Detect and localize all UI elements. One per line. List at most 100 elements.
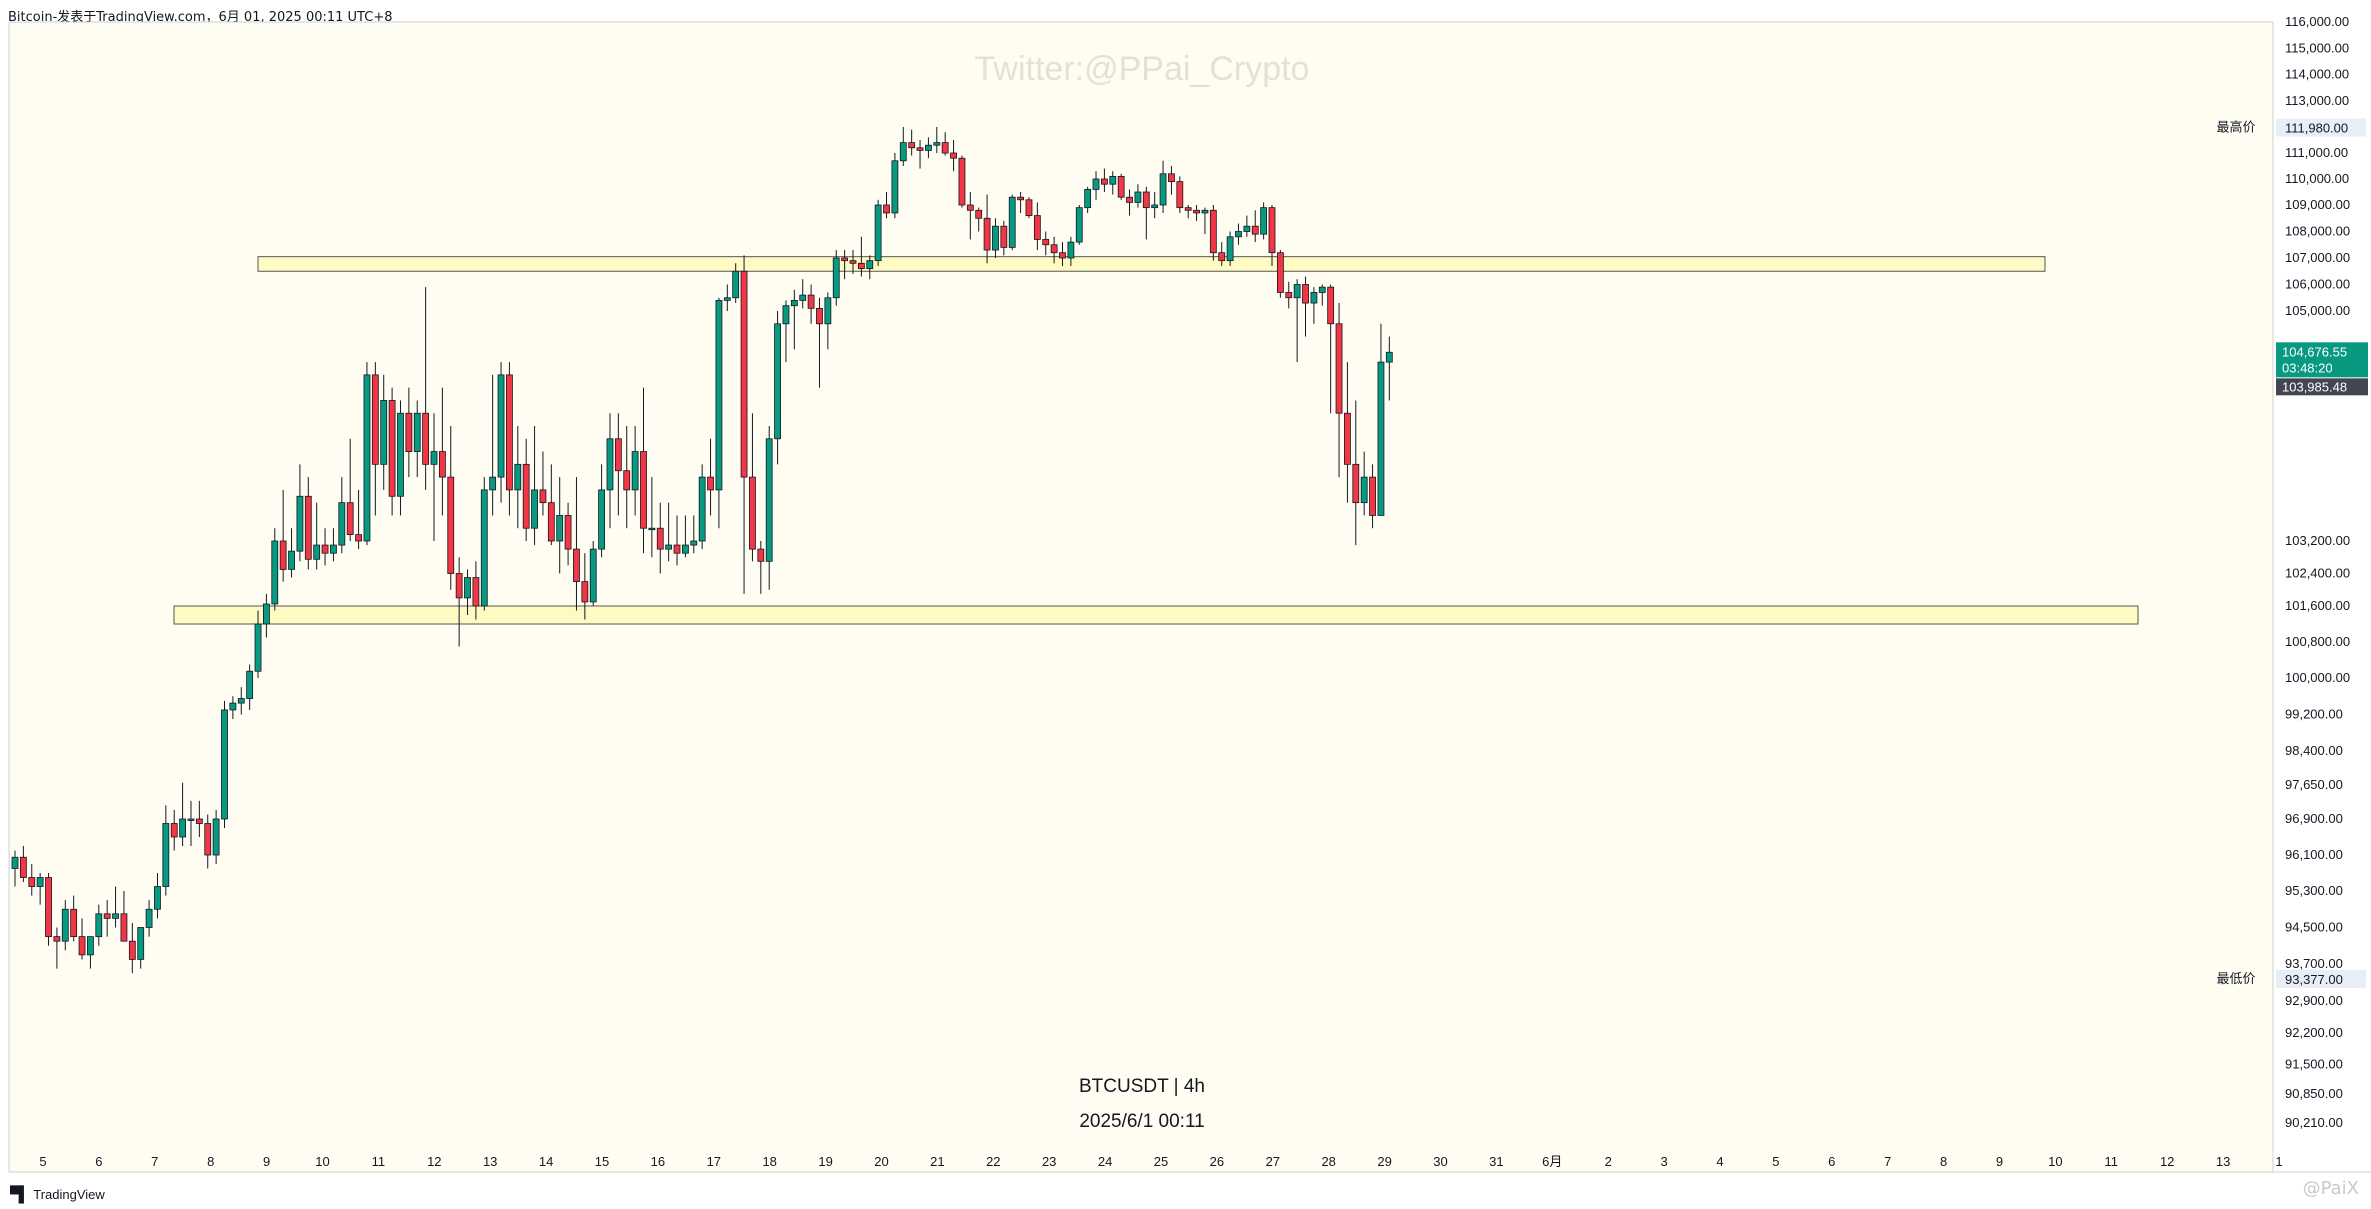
candle[interactable] [598, 464, 605, 558]
candle[interactable] [1059, 242, 1066, 266]
candle[interactable] [950, 140, 957, 172]
candle[interactable] [371, 362, 379, 516]
candle[interactable] [841, 250, 849, 280]
candle[interactable] [229, 696, 237, 720]
candle[interactable] [723, 284, 731, 312]
candle[interactable] [53, 927, 61, 969]
candle[interactable] [589, 541, 597, 606]
candle[interactable] [45, 873, 52, 946]
candle[interactable] [564, 502, 572, 566]
candle[interactable] [70, 895, 78, 942]
candle[interactable] [1017, 192, 1024, 213]
candle[interactable] [262, 593, 270, 638]
candle[interactable] [1243, 215, 1251, 237]
candle[interactable] [1008, 194, 1016, 251]
candle[interactable] [112, 886, 119, 928]
candle[interactable] [665, 502, 673, 562]
candle[interactable] [1327, 284, 1335, 414]
candle[interactable] [145, 900, 153, 937]
candle[interactable] [1184, 205, 1192, 219]
candle[interactable] [673, 515, 681, 566]
candle[interactable] [279, 489, 287, 582]
candle[interactable] [363, 362, 371, 546]
candle[interactable] [606, 413, 614, 529]
candle[interactable] [413, 400, 421, 478]
candle[interactable] [740, 255, 748, 594]
candle[interactable] [1050, 236, 1058, 264]
candle[interactable] [36, 873, 44, 905]
candle[interactable] [1168, 166, 1175, 195]
candle[interactable] [187, 800, 195, 846]
candle[interactable] [1084, 186, 1092, 213]
candle[interactable] [430, 413, 438, 541]
candle[interactable] [547, 464, 555, 546]
candle[interactable] [1218, 242, 1226, 266]
candle[interactable] [849, 250, 857, 274]
candle[interactable] [749, 413, 756, 562]
tradingview-footer[interactable]: ▀▌ TradingView [10, 1186, 105, 1203]
candle[interactable] [623, 426, 631, 529]
candle[interactable] [78, 918, 86, 960]
candle[interactable] [514, 426, 522, 529]
candle[interactable] [1033, 202, 1041, 251]
candle[interactable] [11, 850, 19, 887]
candle[interactable] [1193, 205, 1200, 221]
candle[interactable] [656, 502, 664, 574]
candle[interactable] [489, 374, 497, 516]
candle[interactable] [774, 311, 781, 465]
candle[interactable] [715, 297, 723, 529]
candle[interactable] [254, 610, 262, 679]
candle[interactable] [447, 426, 455, 590]
candle[interactable] [296, 464, 304, 562]
candle[interactable] [388, 387, 396, 516]
candle[interactable] [1025, 197, 1033, 219]
candle[interactable] [1335, 303, 1343, 478]
candle[interactable] [1226, 231, 1234, 266]
candle[interactable] [179, 782, 187, 846]
candle[interactable] [899, 127, 907, 166]
candle[interactable] [958, 155, 966, 208]
candle[interactable] [698, 464, 706, 550]
candle[interactable] [397, 400, 404, 516]
candle[interactable] [732, 263, 740, 304]
candle[interactable] [1042, 231, 1050, 256]
candle[interactable] [757, 541, 765, 594]
candle[interactable] [472, 561, 480, 620]
candle[interactable] [824, 292, 832, 350]
candle[interactable] [1310, 287, 1318, 324]
candle[interactable] [464, 569, 471, 615]
candle[interactable] [1268, 205, 1276, 266]
candle[interactable] [28, 864, 36, 896]
candle[interactable] [1293, 279, 1301, 363]
candle[interactable] [1344, 362, 1351, 503]
candle[interactable] [573, 477, 580, 611]
price-zone-2[interactable] [173, 605, 2139, 625]
candle[interactable] [212, 809, 220, 864]
candle[interactable] [933, 127, 941, 153]
candle[interactable] [103, 900, 111, 937]
candle[interactable] [346, 438, 354, 541]
candle[interactable] [422, 287, 430, 490]
candle[interactable] [221, 700, 228, 828]
candle[interactable] [631, 426, 639, 516]
candle[interactable] [455, 557, 463, 647]
candle[interactable] [330, 528, 337, 562]
price-zone-1[interactable] [257, 256, 2046, 272]
candle[interactable] [288, 528, 295, 578]
candle[interactable] [807, 284, 815, 324]
candle[interactable] [438, 387, 446, 516]
candle[interactable] [1142, 186, 1150, 240]
candle[interactable] [782, 300, 790, 363]
candle[interactable] [522, 438, 530, 541]
candle[interactable] [1276, 250, 1284, 298]
candle[interactable] [195, 800, 203, 837]
candle[interactable] [1092, 171, 1100, 200]
candle[interactable] [581, 553, 589, 620]
candle[interactable] [857, 236, 865, 277]
candle[interactable] [1101, 168, 1108, 192]
candle[interactable] [765, 426, 773, 590]
candle[interactable] [983, 194, 991, 264]
price-axis[interactable]: 116,000.00 115,000.00 114,000.00 113,000.00… [2285, 14, 2350, 1130]
candle[interactable] [1251, 210, 1259, 243]
candle[interactable] [1318, 284, 1326, 306]
